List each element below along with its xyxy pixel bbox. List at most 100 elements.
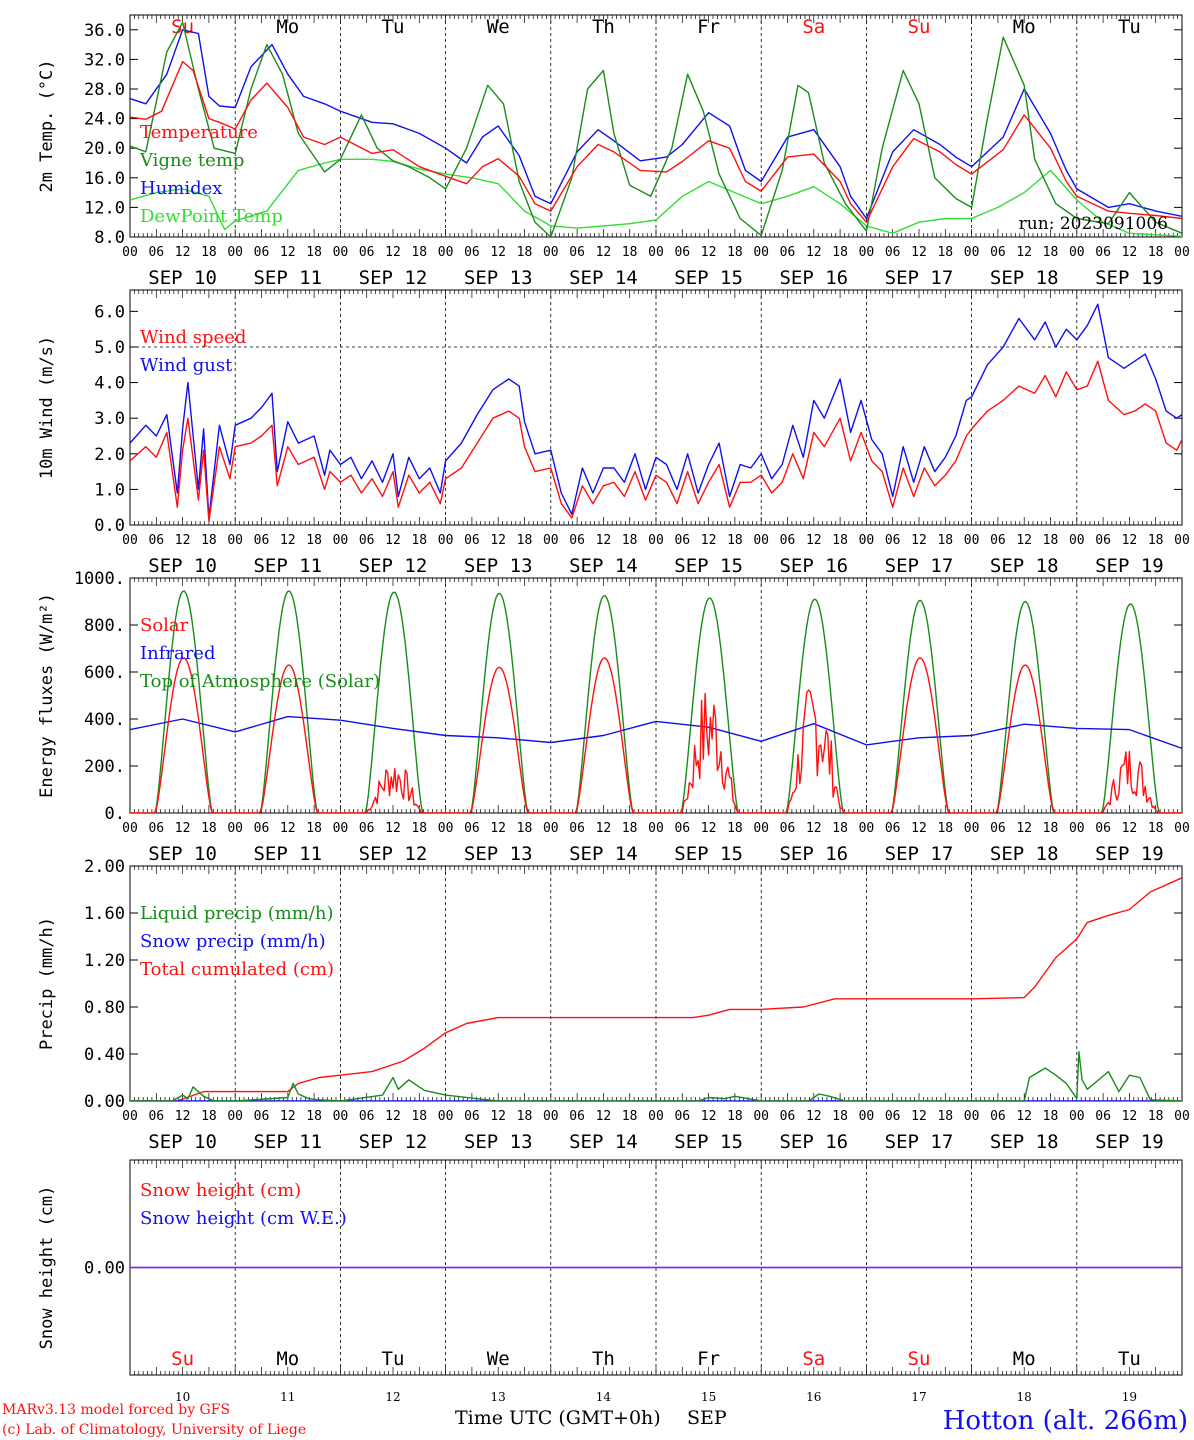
hour-tick-label: 18 xyxy=(411,1109,427,1124)
hour-tick-label: 18 xyxy=(517,821,533,836)
hour-tick-label: 06 xyxy=(780,821,796,836)
hour-tick-label: 00 xyxy=(543,821,559,836)
month-label: SEP xyxy=(687,1407,727,1429)
y-tick-label: 32.0 xyxy=(84,50,125,70)
hour-tick-label: 12 xyxy=(175,821,191,836)
hour-tick-label: 06 xyxy=(359,821,375,836)
date-label: SEP 17 xyxy=(885,843,954,865)
y-tick-label: 200. xyxy=(84,757,125,777)
hour-tick-label: 12 xyxy=(1016,245,1032,260)
hour-tick-label: 00 xyxy=(1069,1109,1085,1124)
date-label: SEP 16 xyxy=(779,555,848,577)
hour-tick-label: 00 xyxy=(1174,533,1190,548)
hour-tick-label: 12 xyxy=(1122,245,1138,260)
hour-tick-label: 00 xyxy=(543,245,559,260)
hour-tick-label: 12 xyxy=(175,245,191,260)
weekday-label: Fr xyxy=(697,1348,720,1370)
day-number-label: 14 xyxy=(596,1390,612,1404)
y-tick-label: 0.80 xyxy=(84,998,125,1018)
legend-label: Liquid precip (mm/h) xyxy=(140,903,334,924)
weekday-label: Mo xyxy=(276,1348,299,1370)
hour-tick-label: 00 xyxy=(648,821,664,836)
panel-4: 2.00 1.60 1.20 0.80 0.40 0.00 Precip (mm/h) 00 0… xyxy=(37,857,1190,1153)
legend-label: Wind gust xyxy=(140,355,233,376)
legend-label: Solar xyxy=(140,615,189,636)
series-group xyxy=(130,590,1182,813)
hour-tick-label: 12 xyxy=(385,821,401,836)
hour-tick-label: 18 xyxy=(622,533,638,548)
date-label: SEP 10 xyxy=(148,1131,217,1153)
hour-tick-label: 00 xyxy=(964,1109,980,1124)
y-tick-label: 1000. xyxy=(74,569,125,589)
hour-tick-label: 18 xyxy=(937,1109,953,1124)
y-tick-label: 1.20 xyxy=(84,951,125,971)
hour-tick-label: 06 xyxy=(569,1109,585,1124)
hour-tick-label: 00 xyxy=(438,245,454,260)
hour-tick-label: 18 xyxy=(727,533,743,548)
date-label: SEP 15 xyxy=(674,267,743,289)
hour-tick-label: 06 xyxy=(885,533,901,548)
hour-tick-label: 12 xyxy=(280,1109,296,1124)
y-tick-label: 800. xyxy=(84,616,125,636)
day-number-label: 17 xyxy=(911,1390,926,1404)
hour-tick-label: 18 xyxy=(727,821,743,836)
hour-tick-label: 06 xyxy=(674,245,690,260)
hour-tick-label: 12 xyxy=(806,533,822,548)
hour-tick-label: 06 xyxy=(254,1109,270,1124)
hour-tick-label: 18 xyxy=(1148,1109,1164,1124)
y-tick-label: 6.0 xyxy=(94,302,125,322)
date-label: SEP 14 xyxy=(569,1131,638,1153)
date-label: SEP 16 xyxy=(779,267,848,289)
date-label: SEP 13 xyxy=(464,843,533,865)
hour-tick-label: 00 xyxy=(1069,533,1085,548)
hour-tick-label: 12 xyxy=(280,821,296,836)
hour-tick-label: 12 xyxy=(911,245,927,260)
date-label: SEP 15 xyxy=(674,843,743,865)
date-label: SEP 17 xyxy=(885,267,954,289)
y-tick-label: 0.40 xyxy=(84,1045,125,1065)
y-tick-label: 16.0 xyxy=(84,169,125,189)
hour-tick-label: 06 xyxy=(1095,1109,1111,1124)
hour-tick-label: 18 xyxy=(937,245,953,260)
hour-tick-label: 18 xyxy=(517,1109,533,1124)
legend-label: Vigne temp xyxy=(139,150,244,171)
hour-tick-label: 12 xyxy=(596,1109,612,1124)
date-label: SEP 14 xyxy=(569,555,638,577)
day-number-label: 11 xyxy=(280,1390,295,1404)
hour-tick-label: 18 xyxy=(306,821,322,836)
hour-tick-label: 00 xyxy=(438,533,454,548)
hour-tick-label: 00 xyxy=(753,533,769,548)
legend-label: Humidex xyxy=(140,178,222,199)
date-label: SEP 14 xyxy=(569,843,638,865)
y-axis-title: Precip (mm/h) xyxy=(37,917,57,1050)
hour-tick-label: 00 xyxy=(1069,245,1085,260)
hour-tick-label: 12 xyxy=(806,245,822,260)
series-line-humidex xyxy=(130,29,1182,220)
hour-tick-label: 00 xyxy=(964,821,980,836)
hour-tick-label: 00 xyxy=(753,821,769,836)
hour-tick-label: 12 xyxy=(385,533,401,548)
legend-label: Snow height (cm) xyxy=(140,1180,301,1201)
hour-tick-label: 06 xyxy=(780,533,796,548)
date-label: SEP 19 xyxy=(1095,555,1164,577)
hour-tick-label: 12 xyxy=(911,533,927,548)
hour-tick-label: 18 xyxy=(1148,533,1164,548)
hour-tick-label: 18 xyxy=(1148,245,1164,260)
hour-tick-label: 00 xyxy=(753,245,769,260)
weekday-label: Su xyxy=(908,16,931,38)
hour-tick-label: 06 xyxy=(990,245,1006,260)
date-label: SEP 11 xyxy=(253,555,322,577)
day-number-label: 10 xyxy=(175,1390,190,1404)
date-label: SEP 13 xyxy=(464,267,533,289)
weekday-label: Su xyxy=(908,1348,931,1370)
hour-tick-label: 18 xyxy=(201,533,217,548)
y-tick-label: 8.0 xyxy=(94,228,125,248)
date-label: SEP 18 xyxy=(990,555,1059,577)
hour-tick-label: 00 xyxy=(1174,1109,1190,1124)
date-label: SEP 18 xyxy=(990,267,1059,289)
hour-tick-label: 12 xyxy=(596,533,612,548)
hour-tick-label: 00 xyxy=(227,533,243,548)
day-number-label: 18 xyxy=(1017,1390,1032,1404)
hour-tick-label: 00 xyxy=(964,245,980,260)
